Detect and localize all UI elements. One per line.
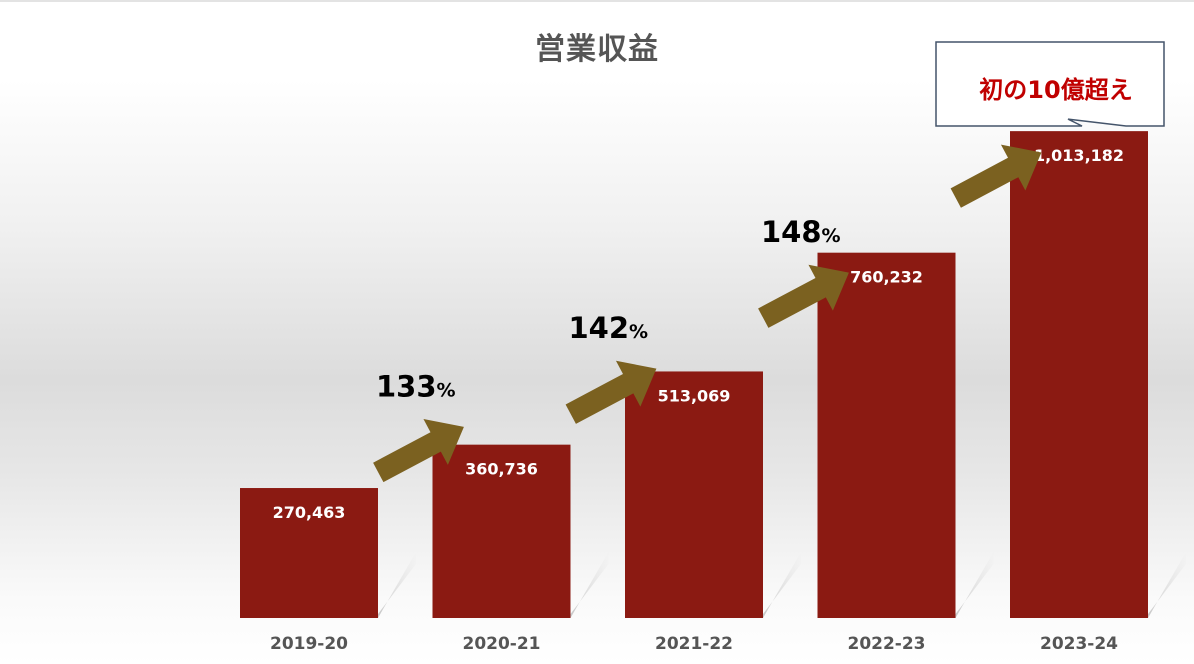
- category-label: 2023-24: [1040, 634, 1118, 654]
- growth-rate-unit: %: [437, 379, 456, 401]
- bar-2023-24: [1010, 131, 1148, 618]
- bar-value-label: 270,463: [273, 503, 346, 522]
- growth-rate-value: 133: [376, 369, 437, 403]
- bar-2021-22: [625, 371, 763, 618]
- growth-rate-unit: %: [822, 225, 841, 247]
- bar-2019-20: [240, 488, 378, 618]
- growth-arrow-shape: [950, 144, 1042, 208]
- bar-value-label: 1,013,182: [1034, 146, 1124, 165]
- callout-text: 初の10億超え: [979, 76, 1132, 104]
- growth-arrow-shape: [565, 360, 657, 424]
- growth-rate-value: 148: [761, 215, 822, 249]
- bar-value-label: 513,069: [658, 386, 731, 405]
- top-border: [0, 0, 1194, 2]
- growth-rate-label: 148%: [761, 215, 841, 249]
- bar-shadow: [763, 552, 801, 618]
- growth-arrow: [950, 144, 1042, 208]
- growth-arrow: [373, 418, 464, 483]
- bar-value-label: 760,232: [850, 268, 923, 287]
- growth-arrow-shape: [758, 264, 849, 328]
- growth-rate-label: 133%: [376, 369, 456, 403]
- bar-value-label: 360,736: [465, 460, 538, 479]
- bars-group: 270,463 2019-20 360,736 2020-21 513,069 2021-…: [240, 131, 1148, 654]
- callout-bubble: [935, 41, 1165, 127]
- growth-arrow: [565, 360, 657, 424]
- category-label: 2019-20: [270, 634, 348, 654]
- category-label: 2022-23: [847, 634, 925, 654]
- growth-rate-unit: %: [629, 321, 648, 343]
- category-label: 2021-22: [655, 634, 733, 654]
- bar-2020-21: [432, 444, 571, 618]
- bar-shadows: [378, 552, 1186, 618]
- category-label: 2020-21: [462, 634, 540, 654]
- bar-2022-23: [817, 252, 956, 618]
- growth-rate-value: 142: [569, 311, 630, 345]
- bar-shadow: [1148, 552, 1186, 618]
- callout-group: 初の10億超え: [935, 41, 1165, 127]
- growth-rate-label: 142%: [569, 311, 649, 345]
- bar-shadow: [570, 552, 609, 618]
- bar-shadow: [955, 552, 994, 618]
- bar-shadow: [378, 552, 416, 618]
- growth-arrow: [758, 264, 849, 328]
- growth-arrow-shape: [373, 418, 464, 483]
- chart-title: 営業収益: [535, 32, 659, 67]
